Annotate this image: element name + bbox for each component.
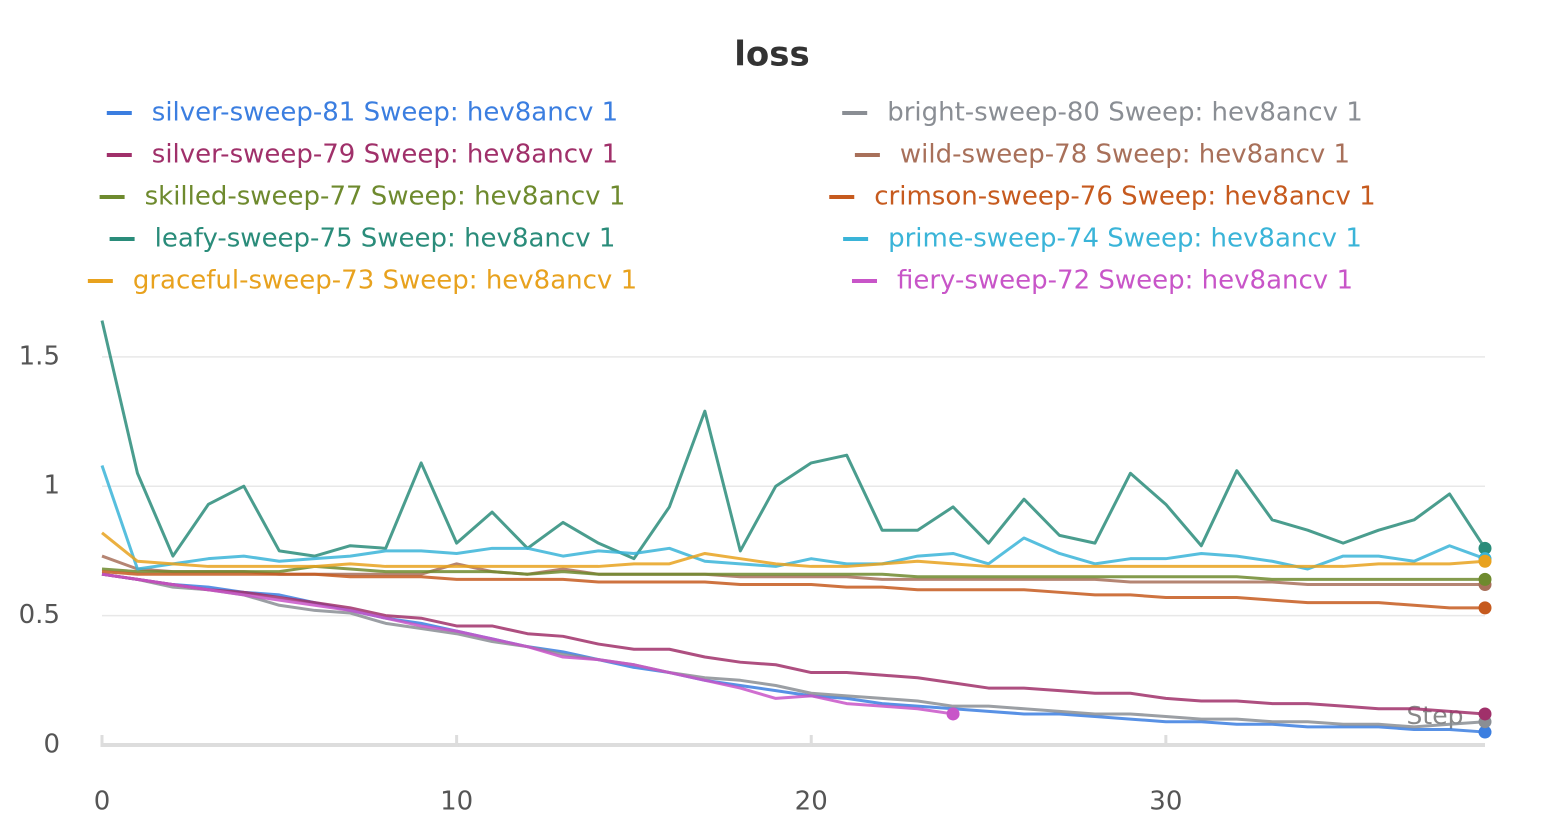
x-tick-label: 10: [440, 787, 473, 817]
end-dot: [1478, 554, 1492, 568]
x-tick-label: 20: [795, 787, 828, 817]
series-line: [101, 531, 1486, 568]
y-tick-label: 1.5: [19, 341, 60, 371]
series-line: [101, 572, 1486, 729]
x-tick-label: 30: [1149, 787, 1182, 817]
legend-label: skilled-sweep-77 Sweep: hev8ancv 1: [145, 182, 626, 212]
legend-label: silver-sweep-79 Sweep: hev8ancv 1: [152, 140, 618, 170]
series-line: [101, 572, 954, 716]
legend-label: silver-sweep-81 Sweep: hev8ancv 1: [152, 98, 618, 128]
legend-label: leafy-sweep-75 Sweep: hev8ancv 1: [155, 224, 616, 254]
legend-label: bright-sweep-80 Sweep: hev8ancv 1: [887, 98, 1363, 128]
series-line: [100, 465, 1486, 571]
end-dot: [1478, 601, 1492, 615]
end-dot: [946, 707, 960, 721]
y-tick-label: 1: [43, 471, 60, 501]
legend-label: wild-sweep-78 Sweep: hev8ancv 1: [900, 140, 1350, 170]
legend-label: prime-sweep-74 Sweep: hev8ancv 1: [888, 224, 1362, 254]
end-dot: [1478, 572, 1492, 586]
end-dot: [1478, 725, 1492, 739]
series-line: [100, 320, 1487, 561]
series-line: [101, 572, 1486, 734]
chart-title: loss: [734, 35, 810, 75]
series-line: [101, 564, 1485, 581]
end-dot: [1478, 541, 1492, 555]
series-line: [101, 572, 1486, 716]
legend-label: crimson-sweep-76 Sweep: hev8ancv 1: [874, 182, 1375, 212]
legend-label: fiery-sweep-72 Sweep: hev8ancv 1: [897, 266, 1353, 296]
x-tick-label: 0: [94, 787, 111, 817]
series-line: [101, 570, 1485, 610]
end-dot: [1478, 707, 1492, 721]
y-tick-label: 0.5: [19, 600, 60, 630]
y-tick-label: 0: [43, 730, 60, 760]
legend-label: graceful-sweep-73 Sweep: hev8ancv 1: [133, 266, 637, 296]
